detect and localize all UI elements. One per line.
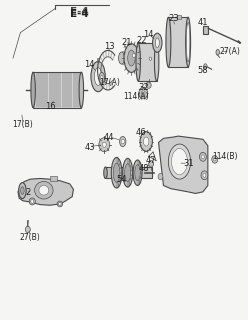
Text: 14: 14 <box>84 60 95 69</box>
Text: 22: 22 <box>136 36 147 45</box>
Circle shape <box>214 158 216 161</box>
Text: 21: 21 <box>121 38 132 47</box>
Text: 13: 13 <box>104 42 115 52</box>
Ellipse shape <box>153 33 162 52</box>
Ellipse shape <box>135 165 140 181</box>
Text: 27(A): 27(A) <box>220 47 241 56</box>
Circle shape <box>25 226 30 233</box>
Ellipse shape <box>119 52 124 64</box>
Text: 48: 48 <box>138 164 149 173</box>
Ellipse shape <box>186 22 190 62</box>
Ellipse shape <box>155 43 159 81</box>
Bar <box>177 15 182 19</box>
Bar <box>105 167 152 179</box>
Circle shape <box>121 139 124 144</box>
Bar <box>168 17 188 67</box>
Circle shape <box>59 202 61 205</box>
Circle shape <box>149 161 154 167</box>
Ellipse shape <box>31 72 35 108</box>
Ellipse shape <box>19 183 26 198</box>
Bar <box>97 58 99 61</box>
Circle shape <box>149 57 152 60</box>
Ellipse shape <box>99 72 104 83</box>
Circle shape <box>31 199 34 203</box>
Text: 17(B): 17(B) <box>12 120 33 130</box>
Ellipse shape <box>123 158 133 187</box>
Text: 46: 46 <box>136 128 147 137</box>
Ellipse shape <box>186 17 190 67</box>
Circle shape <box>201 171 208 180</box>
Text: 54: 54 <box>116 175 127 184</box>
Circle shape <box>146 82 151 88</box>
Bar <box>33 72 81 108</box>
Text: 43: 43 <box>84 143 95 152</box>
Text: 44: 44 <box>104 133 115 142</box>
Circle shape <box>102 142 106 147</box>
Text: 2: 2 <box>25 188 31 197</box>
Circle shape <box>139 87 148 99</box>
Text: 32: 32 <box>138 83 149 92</box>
Text: 14: 14 <box>143 30 154 39</box>
Text: 58: 58 <box>198 66 208 75</box>
Circle shape <box>212 156 218 163</box>
Text: E-4: E-4 <box>70 9 89 19</box>
Ellipse shape <box>168 144 190 179</box>
Ellipse shape <box>101 75 103 80</box>
Ellipse shape <box>136 43 140 81</box>
Ellipse shape <box>57 201 62 207</box>
Ellipse shape <box>166 17 171 67</box>
Ellipse shape <box>140 132 152 151</box>
Text: 27(B): 27(B) <box>20 233 41 242</box>
Ellipse shape <box>94 68 102 85</box>
Ellipse shape <box>21 187 24 195</box>
Polygon shape <box>18 179 73 205</box>
Ellipse shape <box>171 148 187 175</box>
Text: 47: 47 <box>146 156 156 164</box>
Circle shape <box>201 155 204 159</box>
Circle shape <box>203 173 206 177</box>
Ellipse shape <box>144 137 149 146</box>
Text: 114(A): 114(A) <box>124 92 149 101</box>
Text: 23: 23 <box>168 14 179 23</box>
Text: 41: 41 <box>198 19 208 28</box>
Bar <box>138 43 157 81</box>
Text: E-4: E-4 <box>70 7 89 17</box>
Ellipse shape <box>124 44 139 72</box>
Circle shape <box>142 91 145 95</box>
Ellipse shape <box>155 38 159 48</box>
Ellipse shape <box>133 160 142 186</box>
Bar <box>50 176 58 181</box>
Circle shape <box>132 53 135 57</box>
Text: 31: 31 <box>183 159 193 168</box>
Circle shape <box>158 173 163 180</box>
Ellipse shape <box>39 186 49 195</box>
Ellipse shape <box>120 136 126 147</box>
Ellipse shape <box>29 198 35 205</box>
Ellipse shape <box>216 50 219 55</box>
Text: 17(A): 17(A) <box>99 78 120 87</box>
Text: 114(B): 114(B) <box>212 152 238 161</box>
Circle shape <box>99 138 110 152</box>
Ellipse shape <box>111 157 122 188</box>
Polygon shape <box>158 136 208 194</box>
Ellipse shape <box>79 72 84 108</box>
Ellipse shape <box>104 167 107 179</box>
Ellipse shape <box>124 164 131 182</box>
Circle shape <box>199 152 206 161</box>
Circle shape <box>204 64 207 68</box>
Bar <box>203 26 208 35</box>
Ellipse shape <box>91 61 105 92</box>
Text: 16: 16 <box>45 102 55 111</box>
Ellipse shape <box>113 163 120 182</box>
Ellipse shape <box>128 50 135 66</box>
Ellipse shape <box>35 181 53 199</box>
